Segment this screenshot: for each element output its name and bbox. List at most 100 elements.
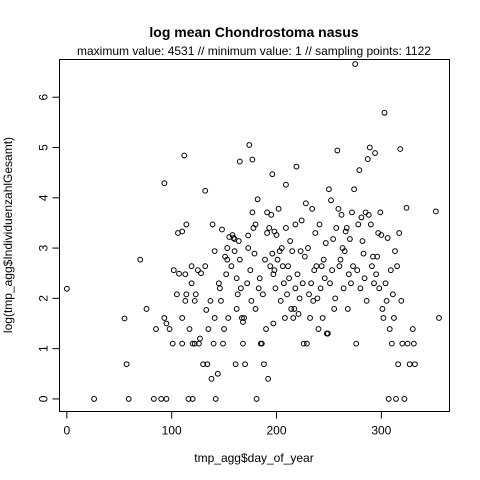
data-point — [182, 297, 189, 304]
data-point — [280, 280, 287, 287]
data-point — [292, 285, 299, 292]
data-point — [176, 270, 182, 277]
data-point — [319, 315, 326, 321]
data-point — [396, 230, 403, 236]
data-point — [344, 306, 351, 312]
data-point — [203, 307, 210, 313]
data-point — [401, 396, 408, 402]
data-point — [230, 235, 237, 241]
data-point — [236, 158, 243, 165]
data-point — [373, 271, 380, 278]
data-point — [370, 253, 376, 260]
data-point — [285, 263, 291, 270]
data-point — [410, 340, 417, 347]
data-point — [253, 396, 260, 402]
data-point — [211, 315, 218, 321]
data-point — [318, 263, 325, 270]
data-point — [191, 297, 198, 304]
data-point — [166, 326, 173, 332]
data-point — [267, 263, 274, 270]
data-point — [382, 280, 389, 287]
data-point — [300, 340, 307, 347]
data-point — [163, 320, 170, 327]
data-point — [252, 221, 259, 228]
data-point — [245, 232, 252, 239]
data-point — [307, 315, 313, 321]
data-point — [354, 267, 361, 274]
data-point — [338, 211, 345, 218]
data-point — [223, 271, 230, 278]
data-point — [309, 205, 316, 212]
x-axis-label: tmp_agg$day_of_year — [194, 451, 313, 465]
data-point — [249, 156, 256, 163]
data-point — [125, 396, 132, 402]
data-point — [322, 240, 329, 246]
data-point — [161, 315, 168, 321]
y-tick-label: 6 — [37, 94, 51, 101]
data-point — [380, 315, 387, 321]
data-point — [355, 221, 362, 228]
data-point — [403, 204, 410, 211]
data-point — [264, 209, 270, 216]
data-point — [189, 340, 196, 347]
data-point — [261, 361, 267, 368]
data-point — [291, 306, 298, 312]
data-point — [209, 221, 216, 228]
data-point — [358, 214, 365, 221]
data-point — [353, 340, 360, 347]
data-point — [275, 205, 282, 212]
data-point — [378, 232, 385, 238]
data-point — [274, 256, 281, 263]
data-point — [269, 171, 276, 178]
data-point — [210, 340, 217, 347]
data-point — [337, 256, 344, 263]
x-tick-label: 0 — [63, 424, 70, 438]
data-point — [220, 340, 226, 347]
data-point — [123, 361, 130, 368]
data-point — [384, 235, 391, 241]
data-point — [351, 186, 357, 193]
data-point — [335, 205, 342, 212]
data-point — [330, 236, 337, 242]
data-point — [308, 280, 315, 287]
y-tick-label: 3 — [37, 244, 51, 251]
data-point — [310, 297, 317, 304]
data-point — [143, 306, 150, 312]
data-point — [170, 267, 177, 274]
data-point — [372, 150, 378, 156]
data-point — [242, 361, 248, 368]
data-point — [290, 315, 297, 321]
data-point — [327, 280, 333, 287]
data-point — [251, 250, 258, 257]
data-point — [409, 326, 416, 332]
data-point — [179, 228, 186, 235]
data-point — [359, 238, 366, 244]
data-point — [204, 361, 211, 368]
data-point — [298, 217, 305, 224]
data-point — [383, 297, 390, 304]
data-point — [329, 267, 335, 274]
data-point — [366, 144, 373, 151]
data-point — [333, 225, 340, 231]
data-point — [363, 297, 370, 304]
data-point — [263, 326, 269, 332]
data-point — [240, 340, 246, 347]
data-point — [256, 275, 263, 282]
y-axis: 0 1 2 3 4 5 6 — [37, 94, 60, 402]
data-point — [379, 306, 386, 312]
data-point — [194, 267, 201, 274]
y-tick-label: 4 — [37, 194, 51, 201]
data-point — [320, 256, 327, 263]
data-point — [345, 271, 352, 278]
data-point — [395, 361, 402, 368]
data-point — [297, 248, 304, 254]
plot-frame — [59, 59, 450, 412]
data-point — [341, 248, 348, 254]
data-point — [224, 245, 231, 251]
chart-subtitle: maximum value: 4531 // minimum value: 1 … — [77, 44, 431, 58]
data-point — [385, 396, 392, 402]
data-point — [182, 271, 189, 278]
data-point — [207, 297, 214, 304]
data-point — [331, 306, 338, 312]
